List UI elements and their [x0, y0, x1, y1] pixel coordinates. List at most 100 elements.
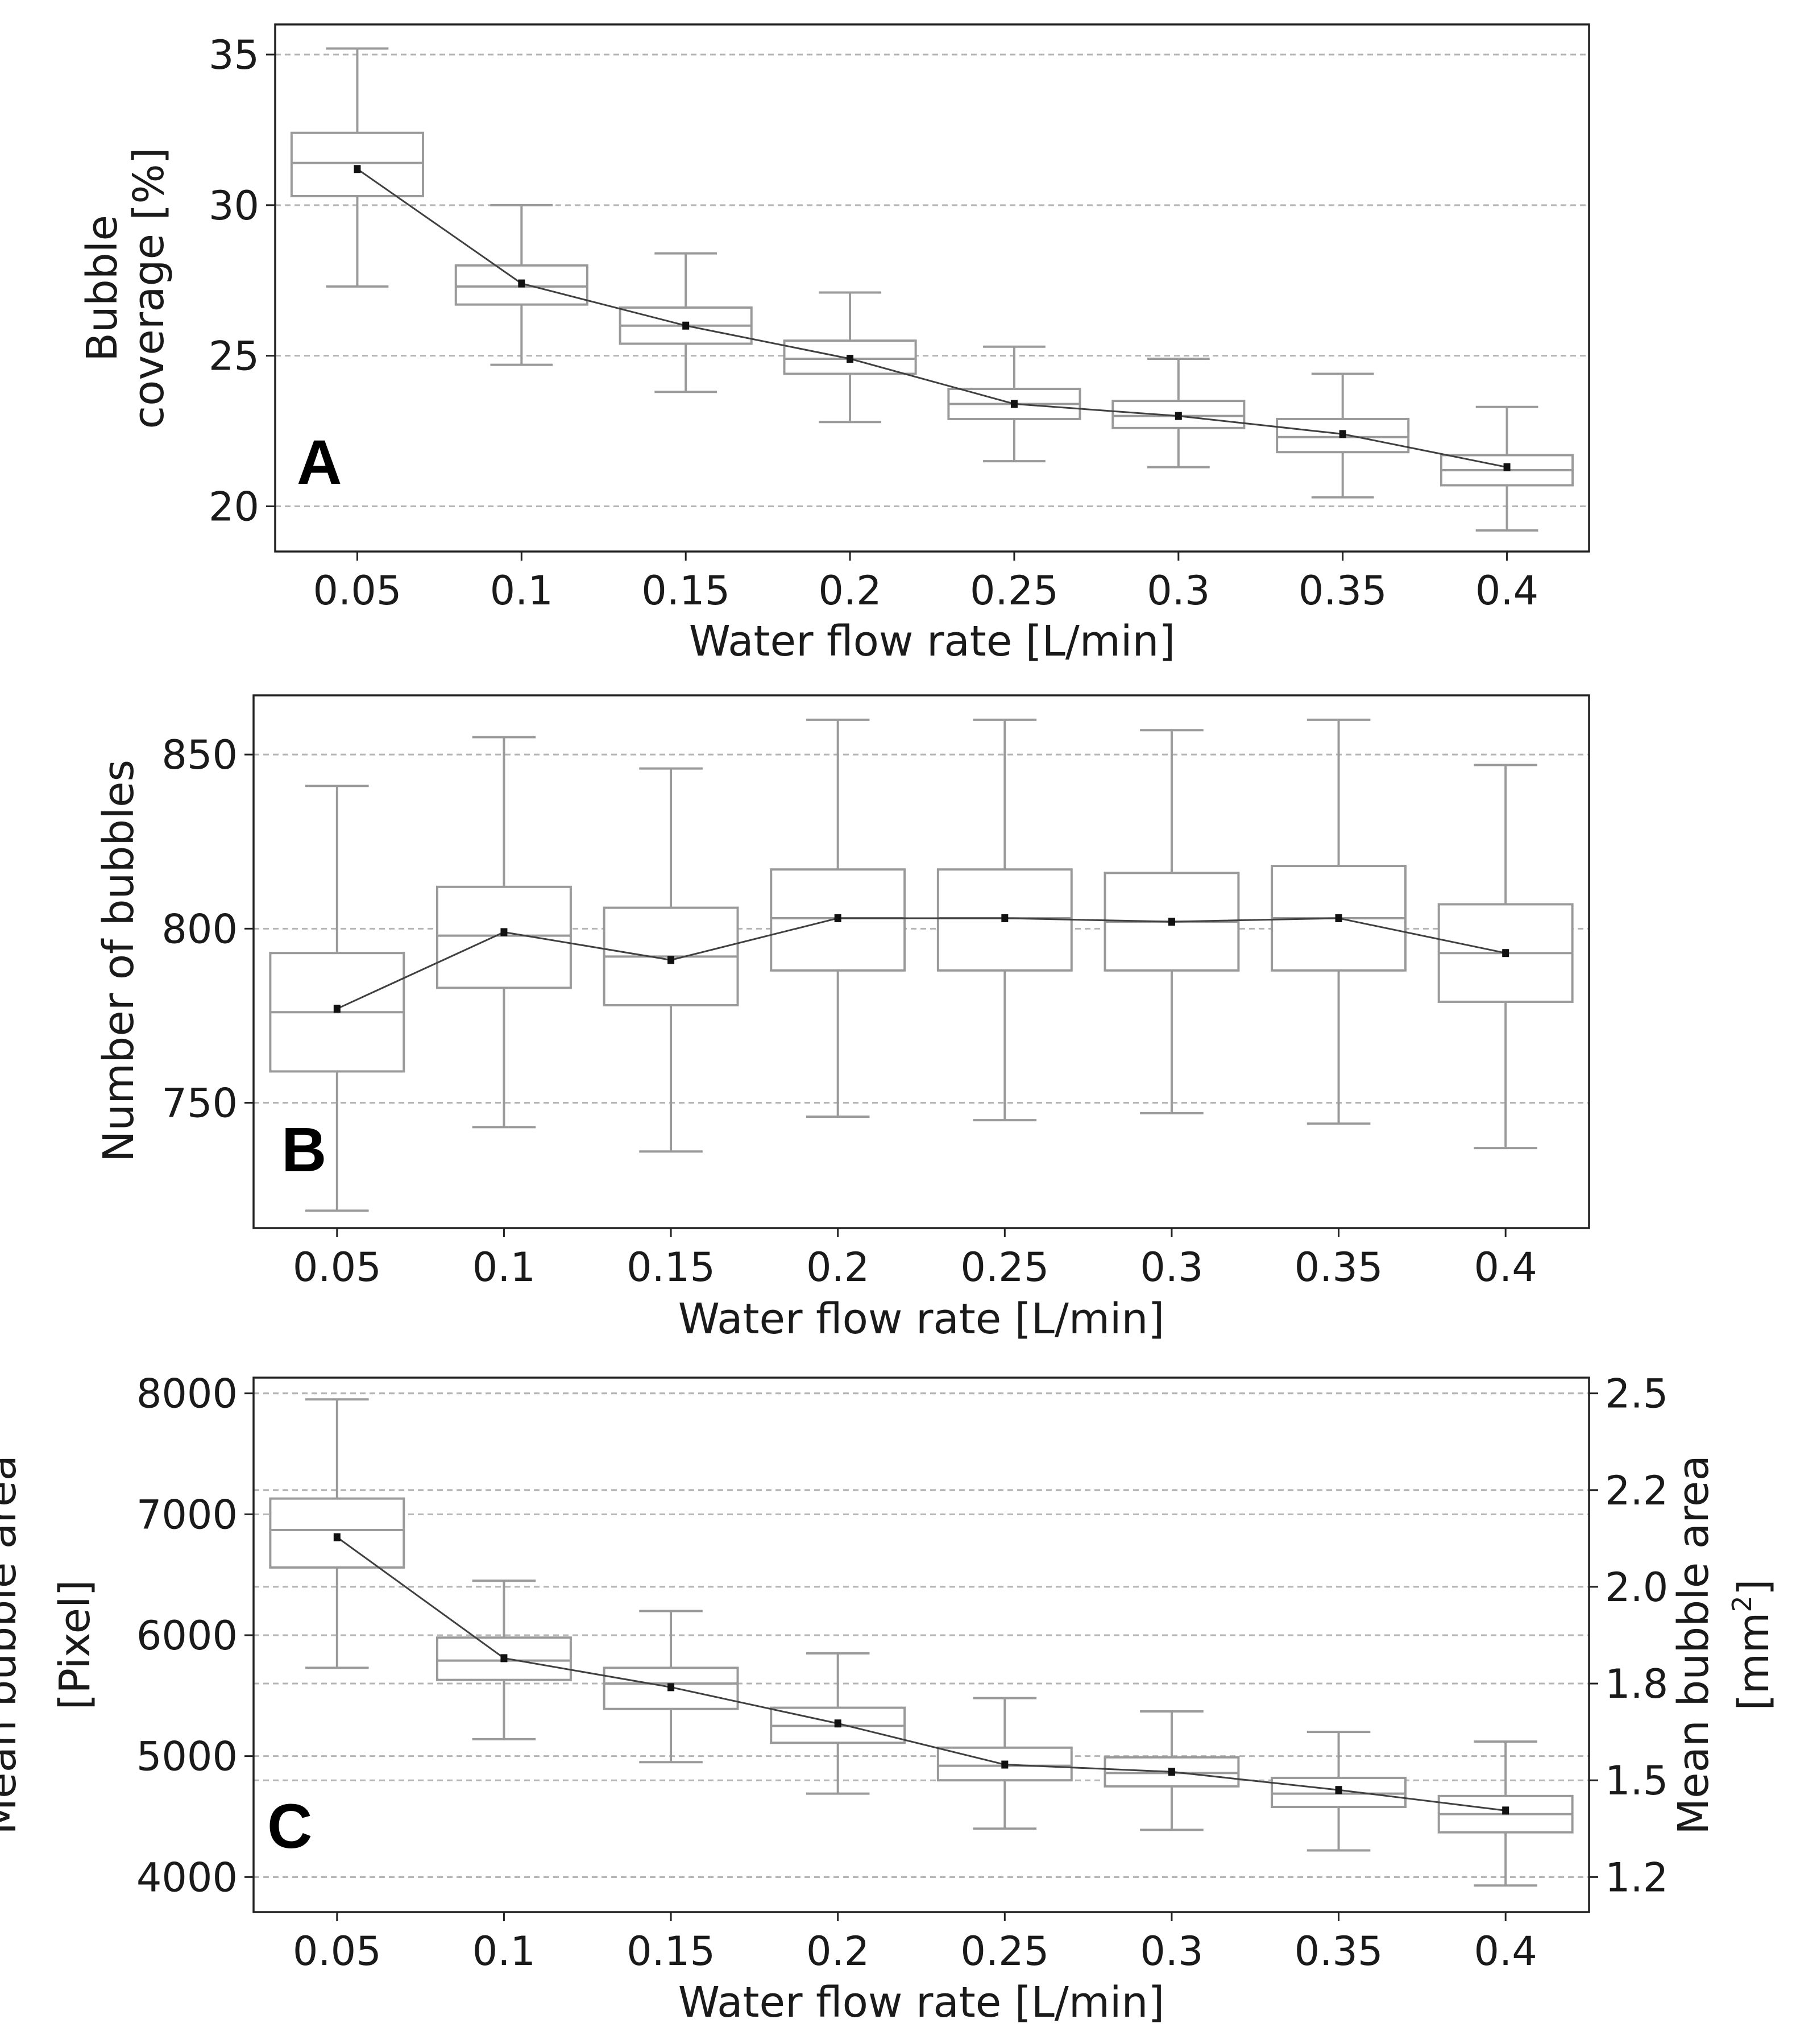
box-iqr: [603, 1666, 739, 1710]
x-tick-label: 0.3: [1147, 567, 1210, 614]
mean-marker: [834, 1719, 841, 1728]
mean-marker: [518, 279, 525, 288]
y-axis-label: Number of bubbles: [94, 760, 143, 1162]
y-tick-label: 800: [161, 906, 238, 952]
mean-marker: [682, 321, 690, 330]
unit-bracket: ]: [1729, 1579, 1778, 1595]
x-tick-label: 0.1: [472, 1244, 536, 1291]
x-tick-label: 0.4: [1474, 1928, 1537, 1975]
mean-marker: [667, 1683, 675, 1691]
y-right-axis-label: Mean bubble area [mm2]: [1669, 1455, 1778, 1835]
panel-letter-c: C: [267, 1792, 312, 1861]
x-tick-label: 0.35: [1295, 1244, 1383, 1291]
y-axis-label-line: Number of bubbles: [94, 760, 143, 1162]
x-tick-label: 0.2: [818, 567, 881, 614]
panels: 20 25 30 35 0.05 0.1 0.15 0.2 0.25 0.3 0.35 0.4 Wate…: [0, 23, 1778, 2027]
x-tick-label: 0.05: [293, 1244, 381, 1291]
x-tick-label: 0.1: [490, 567, 553, 614]
x-tick-label: 0.4: [1475, 567, 1538, 614]
mean-marker: [333, 1533, 341, 1541]
mean-marker: [333, 1005, 341, 1013]
y-right-tick-label: 1.8: [1605, 1661, 1668, 1707]
mean-line: [337, 917, 1506, 1010]
x-tick-label: 0.2: [806, 1244, 869, 1291]
mean-marker: [1168, 918, 1175, 926]
mean-marker: [500, 928, 508, 936]
y-right-tick-label: 2.5: [1605, 1371, 1668, 1417]
mean-marker: [1503, 463, 1511, 471]
mean-marker: [1335, 1786, 1342, 1794]
box-0.2: [770, 718, 906, 1118]
box-0.15: [603, 767, 739, 1153]
y-tick-label: 30: [209, 183, 259, 229]
box-0.1: [435, 1579, 572, 1740]
x-tick-label: 0.25: [960, 1928, 1049, 1975]
y-tick-label: 850: [161, 732, 238, 778]
y-axis-label-line: coverage [%]: [125, 147, 173, 429]
x-tick-label: 0.15: [627, 1244, 715, 1291]
y-right-tick-label: 2.2: [1605, 1467, 1668, 1514]
x-tick-label: 0.05: [293, 1928, 381, 1975]
y-right-axis-unit: [mm2]: [1727, 1579, 1778, 1710]
x-tick-label: 0.35: [1295, 1928, 1383, 1975]
plot-frame: [252, 694, 1590, 1229]
y-right-axis-label-line: Mean bubble area: [1669, 1455, 1718, 1835]
plot-frame: [252, 1377, 1590, 1913]
mean-marker: [1502, 949, 1509, 957]
mean-marker: [1175, 412, 1182, 420]
y-right-tick-label: 2.0: [1605, 1564, 1668, 1611]
box-iqr: [770, 868, 906, 972]
mean-marker: [1168, 1768, 1175, 1776]
x-tick-label: 0.15: [627, 1928, 715, 1975]
x-tick-label: 0.3: [1140, 1244, 1203, 1291]
y-tick-label: 750: [161, 1080, 238, 1127]
x-axis-label: Water flow rate [L/min]: [678, 1295, 1164, 1344]
mean-marker: [1335, 914, 1342, 922]
mean-marker: [1010, 400, 1018, 408]
y-axis-label: Mean bubble area [Pixel]: [0, 1455, 99, 1835]
box-iqr: [435, 885, 572, 989]
mean-marker: [1339, 430, 1346, 438]
y-tick-label: 7000: [136, 1491, 238, 1538]
x-tick-label: 0.35: [1299, 567, 1387, 614]
y-tick-label: 5000: [136, 1734, 238, 1780]
mean-line: [336, 1536, 1506, 1811]
chart-panel-c: 4000 5000 6000 7000 8000 2.5 2.2 2.0 1.8 1.5 1.2 0.…: [0, 1371, 1778, 2027]
mean-marker: [1502, 1806, 1509, 1815]
box-0.05: [290, 47, 424, 288]
y-axis-label-line: Bubble: [78, 215, 127, 362]
y-axis-label-line: Mean bubble area: [0, 1455, 26, 1835]
mean-marker: [834, 914, 841, 922]
chart-panel-a: 20 25 30 35 0.05 0.1 0.15 0.2 0.25 0.3 0.35 0.4 Wate…: [78, 23, 1590, 666]
mean-marker: [500, 1654, 508, 1662]
y-tick-label: 25: [209, 333, 259, 380]
box-iqr: [435, 1636, 572, 1681]
x-tick-label: 0.1: [472, 1928, 536, 1975]
panel-letter-b: B: [281, 1115, 326, 1185]
box-iqr: [269, 1497, 405, 1569]
y-tick-label: 20: [209, 484, 259, 530]
y-axis-label-line: [Pixel]: [51, 1580, 99, 1710]
y-tick-label: 8000: [136, 1371, 238, 1417]
unit-text: [mm: [1729, 1612, 1778, 1711]
box-0.3: [1104, 1710, 1240, 1831]
mean-marker: [1001, 1760, 1009, 1769]
y-right-tick-label: 1.2: [1605, 1854, 1668, 1901]
plot-frame: [274, 23, 1590, 553]
x-tick-label: 0.05: [313, 567, 402, 614]
panel-letter-a: A: [297, 428, 342, 497]
box-0.1: [454, 204, 588, 366]
box-0.1: [435, 736, 572, 1129]
x-tick-label: 0.2: [806, 1928, 869, 1975]
mean-line: [356, 168, 1507, 468]
mean-marker: [847, 354, 854, 363]
x-tick-label: 0.4: [1474, 1244, 1537, 1291]
x-axis-label: Water flow rate [L/min]: [689, 617, 1175, 666]
unit-superscript: 2: [1727, 1595, 1757, 1612]
x-tick-label: 0.15: [641, 567, 730, 614]
box-0.05: [269, 1398, 405, 1669]
x-tick-label: 0.25: [960, 1244, 1049, 1291]
y-tick-label: 35: [209, 32, 259, 78]
